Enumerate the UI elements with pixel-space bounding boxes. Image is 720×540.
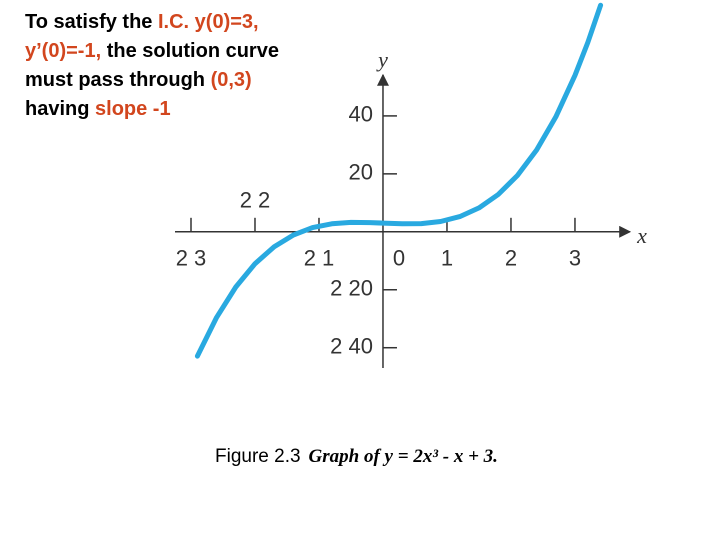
y-tick-label: 40 [348,102,372,127]
note-text: must pass through [25,69,211,91]
curve [194,2,604,359]
figure-caption: Graph of y = 2x³ - x + 3. [308,446,498,467]
note: To satisfy the I.C. y(0)=3, y’(0)=-1, the… [25,8,279,124]
note-text: y’(0)=-1, [25,40,102,62]
note-text: having [25,98,96,120]
note-line: y’(0)=-1, the solution curve [25,37,279,66]
note-text: To satisfy the [25,11,158,33]
note-text: I.C. y(0)=3, [158,11,259,33]
caption: Figure 2.3 Graph of y = 2x³ - x + 3. [215,446,498,468]
y-tick-label: 2 40 [330,334,373,359]
figure-number: Figure 2.3 [215,446,301,467]
x-tick-label: 1 [441,246,453,271]
note-text: (0,3) [210,69,252,91]
x-tick-label: 2 [505,246,517,271]
note-line: To satisfy the I.C. y(0)=3, [25,8,279,37]
x-tick-label: 3 [569,246,581,271]
note-text: slope -1 [95,98,171,120]
note-line: must pass through (0,3) [25,66,279,95]
y-axis-label: y [376,47,388,72]
x-axis-label: x [636,223,647,248]
y-tick-label: 20 [348,160,372,185]
note-line: having slope -1 [25,95,279,124]
x-tick-label: 0 [393,246,405,271]
x-tick-label: 2 1 [304,246,335,271]
x-tick-label: 2 3 [176,246,207,271]
y-tick-label: 2 20 [330,276,373,301]
note-text: the solution curve [101,40,279,62]
x-tick-label: 2 2 [240,188,271,213]
